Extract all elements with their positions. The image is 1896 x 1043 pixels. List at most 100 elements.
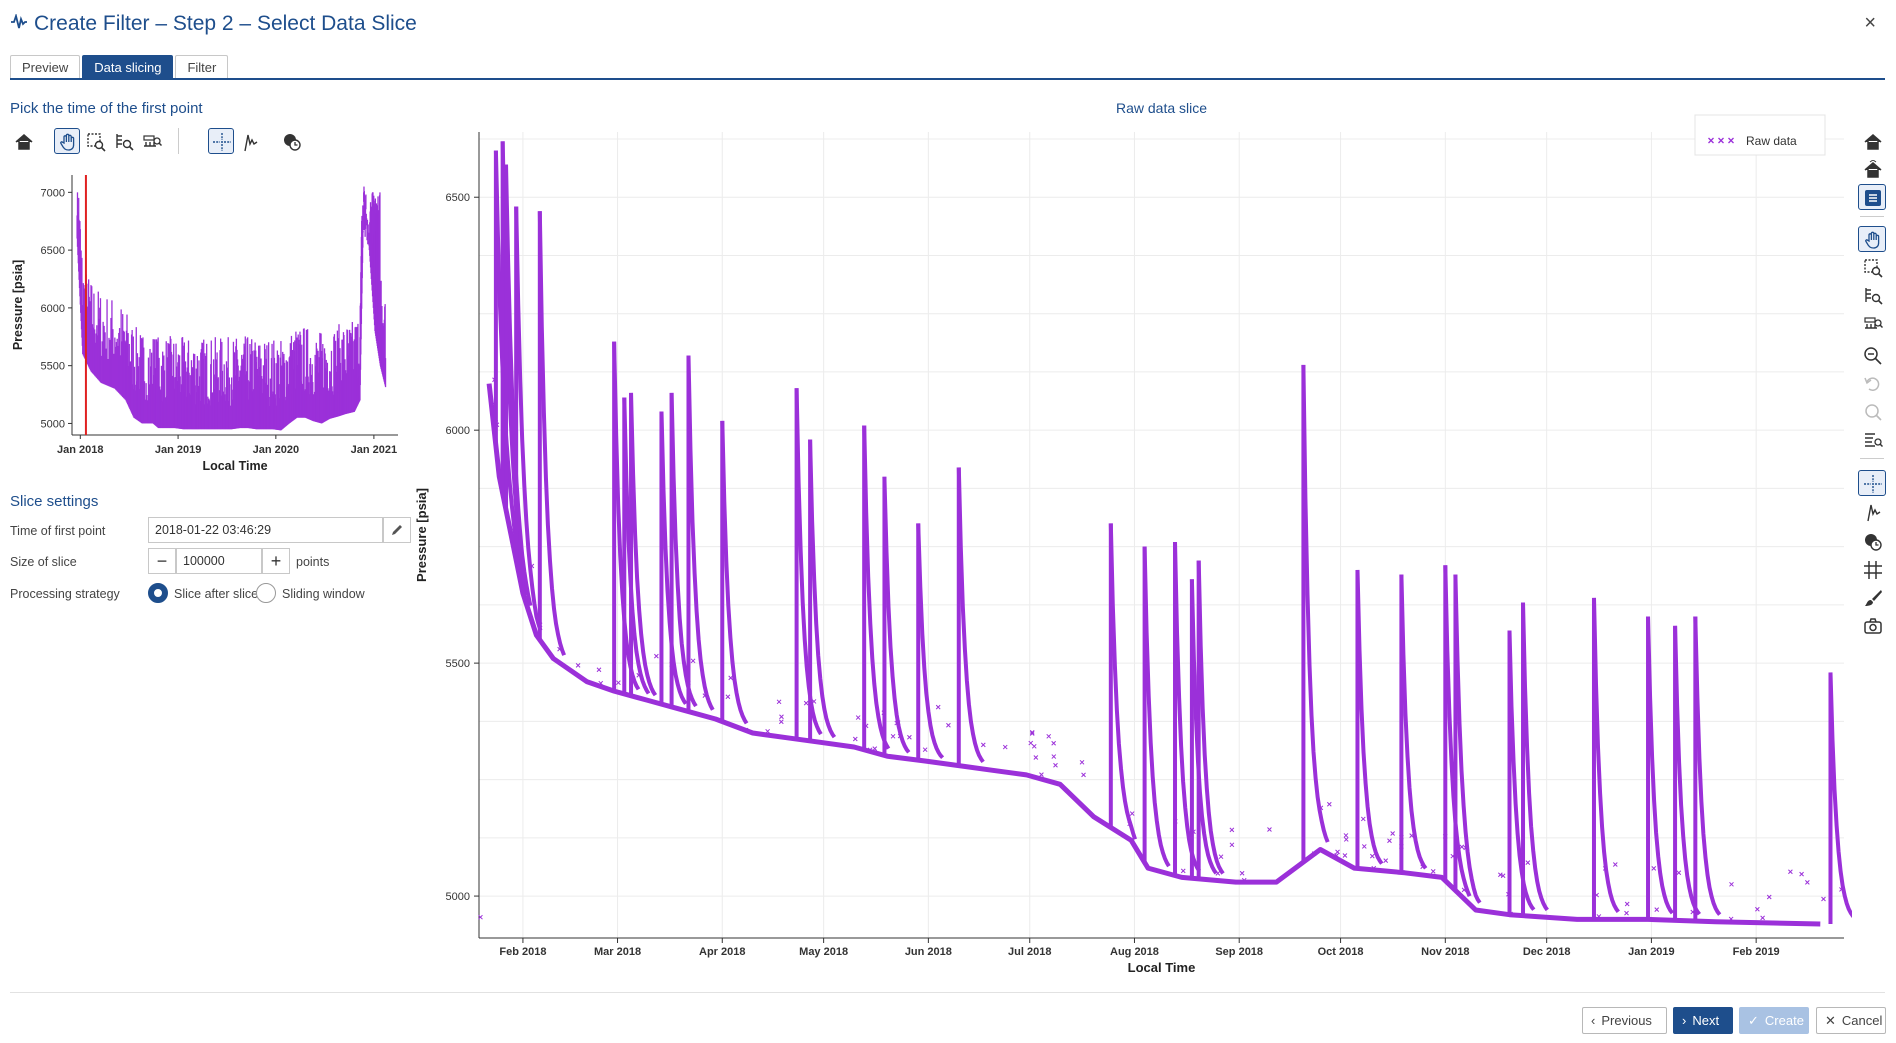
spike-decay xyxy=(720,420,749,725)
data-point-marker xyxy=(1690,909,1696,915)
data-point-marker xyxy=(776,699,782,705)
undo-button[interactable] xyxy=(1858,370,1886,396)
pick-time-title: Pick the time of the first point xyxy=(10,100,203,117)
sliding-window-radio[interactable] xyxy=(256,583,276,603)
x-zoom-button-right[interactable] xyxy=(1858,310,1886,336)
x-tick-label: Dec 2018 xyxy=(1523,946,1571,958)
raw-data-chart[interactable]: Raw data slice 5000 5500 6000 6500 Feb 2018 Ma… xyxy=(412,100,1852,980)
spike-decay xyxy=(1399,574,1428,870)
tab-preview[interactable]: Preview xyxy=(10,55,81,79)
x-axis-label: Local Time xyxy=(1128,960,1196,975)
cancel-label: Cancel xyxy=(1841,1013,1883,1028)
data-point-marker xyxy=(1129,811,1135,816)
home-button-right[interactable] xyxy=(1858,128,1886,154)
select-zoom-button[interactable] xyxy=(1858,426,1886,452)
y-zoom-button[interactable] xyxy=(110,128,136,154)
box-zoom-button[interactable] xyxy=(82,128,108,154)
y-tick-label: 5500 xyxy=(446,658,470,670)
data-point-marker xyxy=(489,402,495,408)
home-button[interactable] xyxy=(10,128,36,154)
data-point-marker xyxy=(1051,754,1057,759)
y-axis-label: Pressure [psia] xyxy=(414,488,429,582)
data-point-marker xyxy=(1821,896,1826,902)
data-point-marker xyxy=(1002,744,1008,750)
pan-button-right[interactable] xyxy=(1858,226,1886,252)
spike-decay xyxy=(1301,364,1330,843)
data-point-marker xyxy=(852,736,858,742)
crosshair-button-right[interactable] xyxy=(1858,470,1886,496)
data-point-marker xyxy=(616,680,621,686)
spike-decay xyxy=(1355,569,1384,865)
data-point-marker xyxy=(1651,866,1657,871)
crosshair-button[interactable] xyxy=(208,128,234,154)
spike-decay xyxy=(1592,597,1620,913)
legend-box xyxy=(1694,114,1826,156)
data-point-marker xyxy=(1525,860,1531,866)
data-point-marker xyxy=(1079,759,1085,765)
previous-label: Previous xyxy=(1601,1013,1652,1028)
decrement-button[interactable]: − xyxy=(148,548,176,574)
legend-marker xyxy=(1718,137,1724,144)
data-point-marker xyxy=(1500,873,1506,879)
data-point-marker xyxy=(895,720,901,726)
hover-button[interactable] xyxy=(278,128,304,154)
data-point-marker xyxy=(1387,838,1392,844)
overview-chart[interactable]: 5000 5500 6000 6500 7000 Jan 2018 Jan 2019 Jan … xyxy=(8,165,408,475)
slice-after-slice-radio[interactable] xyxy=(148,583,168,603)
waveform-icon xyxy=(10,12,28,35)
slice-after-slice-label: Slice after slice xyxy=(174,587,259,601)
grid-button[interactable] xyxy=(1858,556,1886,582)
edit-time-button[interactable] xyxy=(383,517,411,543)
x-zoom-button[interactable] xyxy=(138,128,164,154)
spike-decay xyxy=(1189,579,1218,875)
next-button[interactable]: › Next xyxy=(1673,1007,1733,1034)
data-point-marker xyxy=(1028,740,1034,746)
data-point-marker xyxy=(669,662,674,667)
increment-button[interactable]: + xyxy=(262,548,290,574)
spike-decay xyxy=(1142,546,1171,868)
close-button[interactable]: × xyxy=(1864,12,1876,34)
next-label: Next xyxy=(1692,1013,1720,1028)
legend-toggle-button[interactable] xyxy=(1858,184,1886,210)
spike-decay xyxy=(686,355,715,711)
data-point-marker xyxy=(1755,906,1760,912)
redo-button[interactable] xyxy=(1858,398,1886,424)
slice-settings-title: Slice settings xyxy=(10,493,99,510)
tab-filter[interactable]: Filter xyxy=(175,55,229,79)
data-point-marker xyxy=(1033,755,1039,760)
data-point-marker xyxy=(1839,887,1844,892)
screenshot-button[interactable] xyxy=(1858,612,1886,638)
box-zoom-button-right[interactable] xyxy=(1858,254,1886,280)
data-point-marker xyxy=(881,710,887,716)
data-point-marker xyxy=(1039,772,1044,778)
y-zoom-button-right[interactable] xyxy=(1858,282,1886,308)
hover-button-right[interactable] xyxy=(1858,528,1886,554)
data-point-marker xyxy=(1046,733,1052,739)
previous-button[interactable]: ‹ Previous xyxy=(1582,1007,1667,1034)
size-of-slice-input[interactable]: 100000 xyxy=(176,548,262,574)
data-point-marker xyxy=(897,733,903,739)
data-point-marker xyxy=(1612,862,1618,867)
pick-point-button[interactable] xyxy=(236,128,262,154)
data-point-marker xyxy=(980,742,986,748)
y-tick-label: 5000 xyxy=(446,891,470,903)
close-icon: ✕ xyxy=(1825,1013,1836,1028)
sliding-window-label: Sliding window xyxy=(282,587,365,601)
y-tick-label: 7000 xyxy=(41,187,65,199)
data-point-marker xyxy=(636,672,642,678)
create-button[interactable]: ✓ Create xyxy=(1739,1007,1809,1034)
time-of-first-point-field[interactable]: 2018-01-22 03:46:29 xyxy=(148,517,383,543)
data-point-marker xyxy=(1127,821,1132,827)
data-point-marker xyxy=(728,675,734,681)
cancel-button[interactable]: ✕ Cancel xyxy=(1816,1007,1886,1034)
data-point-marker xyxy=(890,733,896,739)
zoom-out-button[interactable] xyxy=(1858,342,1886,368)
brush-button[interactable] xyxy=(1858,584,1886,610)
tab-data-slicing[interactable]: Data slicing xyxy=(82,55,174,79)
spike-decay xyxy=(1453,574,1482,904)
data-point-marker xyxy=(1241,877,1247,883)
pan-button[interactable] xyxy=(54,128,80,154)
legend: Raw data xyxy=(1694,114,1826,156)
pick-point-button-right[interactable] xyxy=(1858,498,1886,524)
home-reset-button[interactable] xyxy=(1858,156,1886,182)
